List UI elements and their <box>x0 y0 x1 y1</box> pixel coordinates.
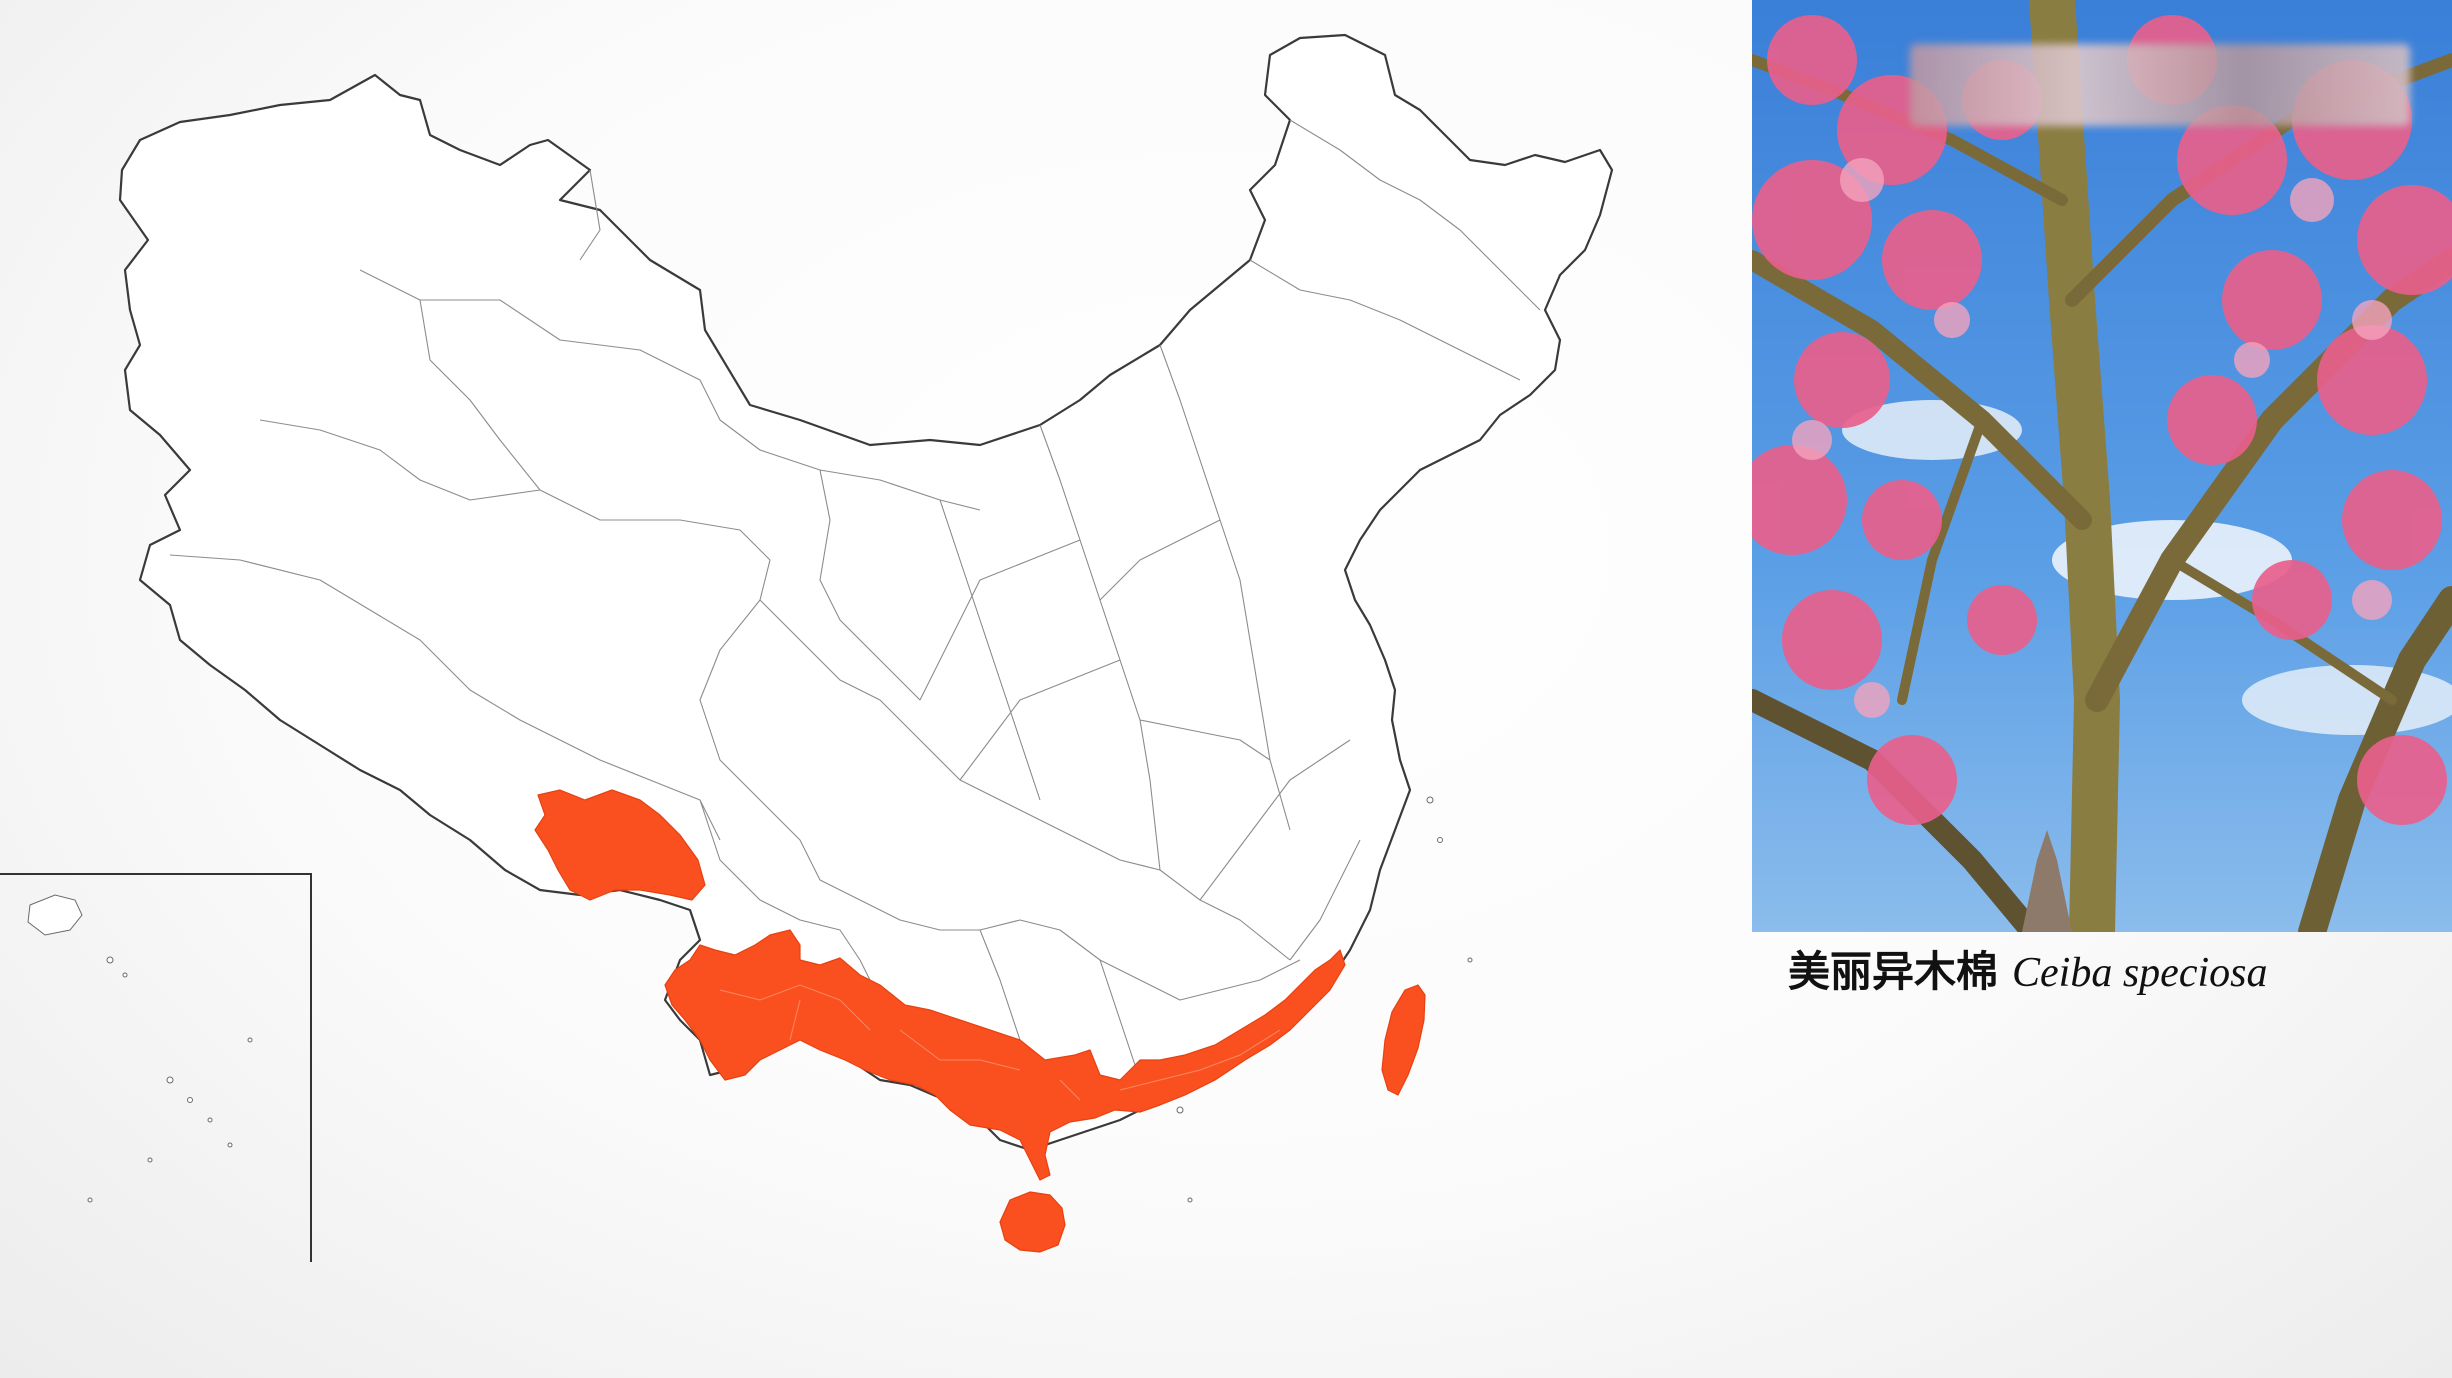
province-lines <box>169 119 1541 1101</box>
south-china-sea-inset <box>0 873 312 1262</box>
distribution-south-belt-inner <box>719 984 1281 1101</box>
island <box>1176 1106 1184 1114</box>
island <box>1187 1197 1193 1203</box>
blurred-watermark <box>1910 44 2410 126</box>
tree-photo <box>1752 0 2452 932</box>
distribution-taiwan <box>1381 984 1426 1096</box>
distribution-south-belt <box>664 929 1346 1181</box>
species-caption: 美丽异木棉 Ceiba speciosa <box>1788 938 2448 999</box>
scientific-name: Ceiba speciosa <box>2012 950 2268 996</box>
island <box>1426 796 1434 804</box>
distribution-tibet-se <box>534 789 706 901</box>
island <box>1467 957 1473 963</box>
china-outline <box>118 33 1614 1152</box>
distribution-hainan <box>999 1191 1066 1253</box>
china-distribution-map <box>0 33 1614 1262</box>
chinese-name: 美丽异木棉 <box>1788 947 1999 996</box>
island <box>1437 837 1443 843</box>
